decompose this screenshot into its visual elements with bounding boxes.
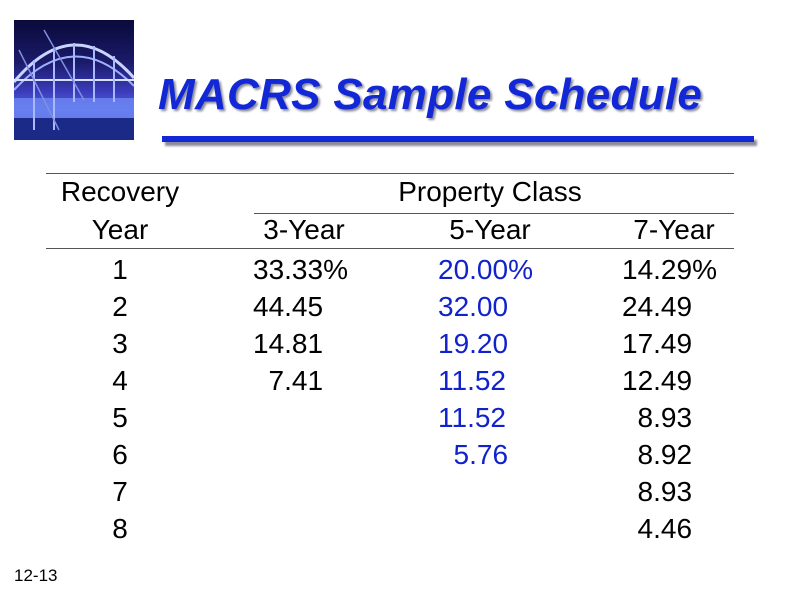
year-cell: 7 [112,476,128,507]
header-3-year: 3-Year [263,214,345,245]
three-year-cell: 7.41 [253,365,324,396]
title-underline [162,136,754,142]
year-cell: 8 [112,513,128,544]
seven-year-cell: 8.93 [622,476,693,507]
five-year-cell: 32.00 [438,291,509,322]
slide-number: 12-13 [14,566,58,585]
year-cell: 5 [112,402,128,433]
header-property-class: Property Class [398,176,582,207]
bridge-illustration [14,29,134,140]
header-recovery: Recovery [60,176,180,207]
year-cell: 1 [112,254,128,285]
header-5-year: 5-Year [449,214,531,245]
five-year-cell: 20.00% [438,254,533,285]
seven-year-cell: 12.49 [622,365,693,396]
three-year-cell: 14.81 [253,328,324,359]
bridge-photo-icon [14,20,134,140]
five-year-cell: 11.52 [438,365,506,396]
three-year-cell: 33.33% [253,254,348,285]
header-bottom-rule [46,248,734,249]
seven-year-cell: 4.46 [622,513,693,544]
three-year-cell: 44.45 [253,291,324,322]
header-7-year: 7-Year [633,214,715,245]
year-cell: 4 [112,365,128,396]
property-class-rule [254,213,734,214]
table-top-rule [46,173,734,174]
seven-year-cell: 17.49 [622,328,693,359]
slide-title: MACRS Sample Schedule [158,70,703,119]
five-year-cell: 5.76 [438,439,509,470]
seven-year-cell: 8.92 [622,439,693,470]
five-year-cell: 19.20 [438,328,509,359]
year-cell: 6 [112,439,128,470]
seven-year-cell: 14.29% [622,254,717,285]
year-cell: 2 [112,291,128,322]
seven-year-cell: 24.49 [622,291,693,322]
seven-year-cell: 8.93 [622,402,693,433]
five-year-cell: 11.52 [438,402,506,433]
year-cell: 3 [112,328,128,359]
header-year: Year [91,214,149,245]
